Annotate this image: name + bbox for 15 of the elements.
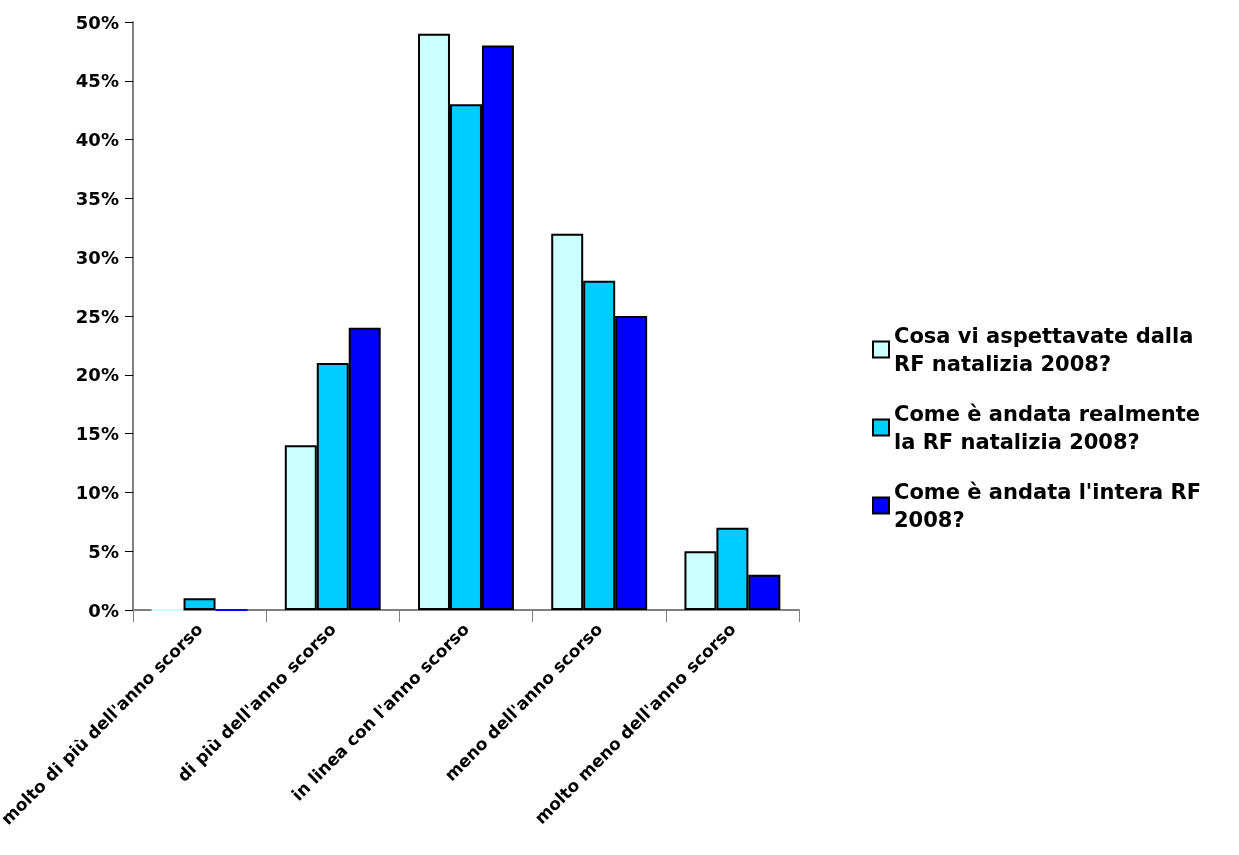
bar <box>183 598 216 610</box>
y-tick-label: 25% <box>75 305 119 327</box>
y-tick-label: 30% <box>75 246 119 268</box>
y-tick-label: 35% <box>75 187 119 209</box>
legend-label: Come è andata realmente la RF natalizia 2008? <box>894 401 1208 454</box>
legend-label: Come è andata l'intera RF 2008? <box>894 479 1209 532</box>
y-tick-label: 5% <box>88 540 119 562</box>
y-tick-label: 40% <box>75 129 119 151</box>
y-tick-label: 15% <box>75 423 119 445</box>
legend-label: Cosa vi aspettavate dalla RF natalizia 2008? <box>894 323 1201 376</box>
y-tick-label: 20% <box>75 364 119 386</box>
y-tick-label: 50% <box>75 11 119 33</box>
y-tick-label: 10% <box>75 481 119 503</box>
y-tick-label: 45% <box>75 70 119 92</box>
y-tick-label: 0% <box>88 599 119 621</box>
